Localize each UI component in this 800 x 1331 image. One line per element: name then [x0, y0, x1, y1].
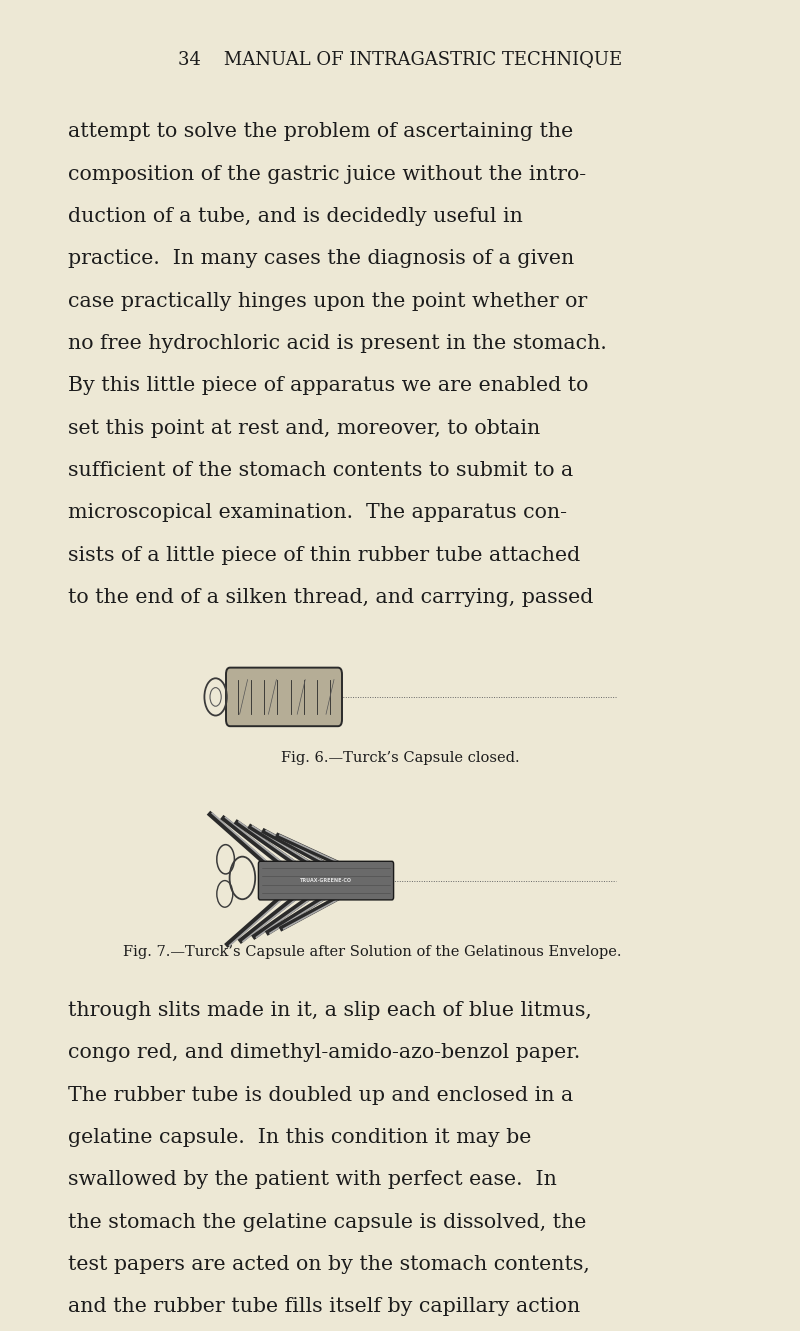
FancyBboxPatch shape: [226, 668, 342, 727]
Text: The rubber tube is doubled up and enclosed in a: The rubber tube is doubled up and enclos…: [68, 1086, 574, 1105]
Text: swallowed by the patient with perfect ease.  In: swallowed by the patient with perfect ea…: [68, 1170, 557, 1190]
Text: to the end of a silken thread, and carrying, passed: to the end of a silken thread, and carry…: [68, 588, 594, 607]
Text: 34    MANUAL OF INTRAGASTRIC TECHNIQUE: 34 MANUAL OF INTRAGASTRIC TECHNIQUE: [178, 51, 622, 69]
FancyBboxPatch shape: [258, 861, 394, 900]
Text: practice.  In many cases the diagnosis of a given: practice. In many cases the diagnosis of…: [68, 249, 574, 269]
Text: test papers are acted on by the stomach contents,: test papers are acted on by the stomach …: [68, 1255, 590, 1274]
Text: no free hydrochloric acid is present in the stomach.: no free hydrochloric acid is present in …: [68, 334, 606, 353]
Text: Fig. 6.—Turck’s Capsule closed.: Fig. 6.—Turck’s Capsule closed.: [281, 752, 519, 765]
Text: duction of a tube, and is decidedly useful in: duction of a tube, and is decidedly usef…: [68, 208, 523, 226]
Text: and the rubber tube fills itself by capillary action: and the rubber tube fills itself by capi…: [68, 1298, 580, 1316]
Text: Fig. 7.—Turck’s Capsule after Solution of the Gelatinous Envelope.: Fig. 7.—Turck’s Capsule after Solution o…: [122, 945, 622, 960]
Text: By this little piece of apparatus we are enabled to: By this little piece of apparatus we are…: [68, 377, 588, 395]
Text: gelatine capsule.  In this condition it may be: gelatine capsule. In this condition it m…: [68, 1129, 531, 1147]
Text: set this point at rest and, moreover, to obtain: set this point at rest and, moreover, to…: [68, 419, 540, 438]
Text: case practically hinges upon the point whether or: case practically hinges upon the point w…: [68, 291, 587, 310]
Text: congo red, and dimethyl-amido-azo-benzol paper.: congo red, and dimethyl-amido-azo-benzol…: [68, 1044, 580, 1062]
Text: attempt to solve the problem of ascertaining the: attempt to solve the problem of ascertai…: [68, 122, 574, 141]
Text: sists of a little piece of thin rubber tube attached: sists of a little piece of thin rubber t…: [68, 546, 580, 564]
Text: the stomach the gelatine capsule is dissolved, the: the stomach the gelatine capsule is diss…: [68, 1213, 586, 1231]
Text: through slits made in it, a slip each of blue litmus,: through slits made in it, a slip each of…: [68, 1001, 592, 1020]
Text: composition of the gastric juice without the intro-: composition of the gastric juice without…: [68, 165, 586, 184]
Text: microscopical examination.  The apparatus con-: microscopical examination. The apparatus…: [68, 503, 567, 522]
Text: TRUAX·GREENE·CO: TRUAX·GREENE·CO: [300, 878, 352, 882]
Text: sufficient of the stomach contents to submit to a: sufficient of the stomach contents to su…: [68, 461, 574, 480]
